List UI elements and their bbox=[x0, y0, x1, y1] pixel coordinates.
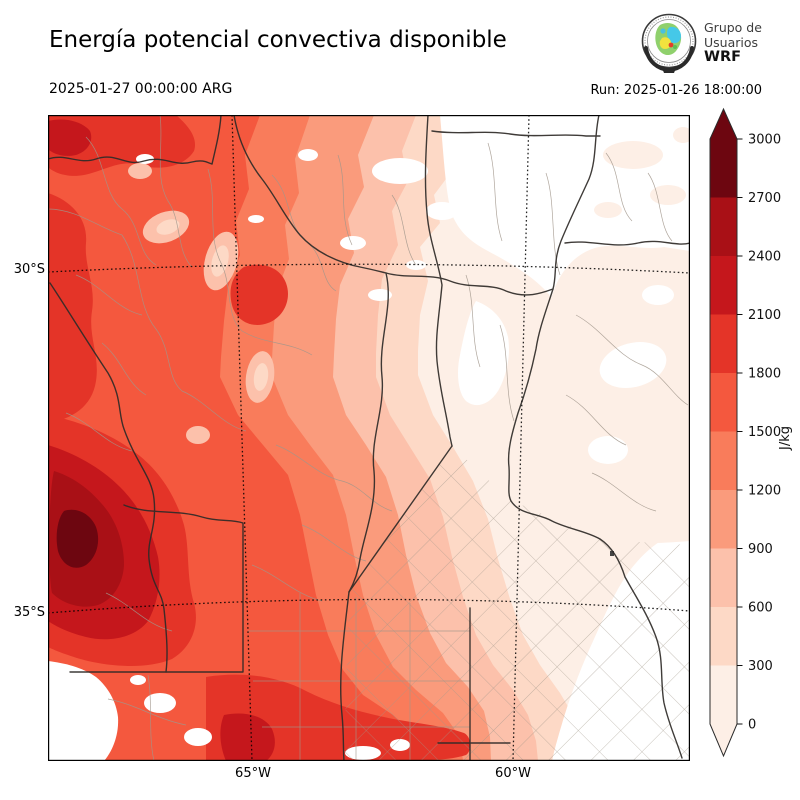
svg-text:2700: 2700 bbox=[748, 191, 781, 206]
wrf-emblem-icon bbox=[641, 13, 697, 73]
cape-pale-northeast bbox=[509, 127, 690, 544]
run-time-label: Run: 2025-01-26 18:00:00 bbox=[590, 83, 762, 98]
logo-line-2: Usuarios bbox=[704, 34, 759, 50]
logo-line-3: WRF bbox=[704, 49, 742, 66]
colorbar: 3000 2700 2400 2100 1800 1500 1200 900 6… bbox=[709, 107, 793, 758]
svg-text:2100: 2100 bbox=[748, 308, 781, 323]
wrf-users-group-logo: Grupo de Usuarios WRF bbox=[640, 11, 770, 75]
gridline-30s bbox=[48, 263, 690, 274]
colorbar-arrow-bottom bbox=[710, 724, 737, 756]
svg-text:1200: 1200 bbox=[748, 484, 781, 499]
colorbar-arrow-top bbox=[710, 109, 737, 139]
svg-text:3000: 3000 bbox=[748, 133, 781, 148]
svg-text:1800: 1800 bbox=[748, 367, 781, 382]
valid-time-label: 2025-01-27 00:00:00 ARG bbox=[49, 81, 233, 97]
gridline-60w bbox=[512, 115, 530, 761]
logo-line-1: Grupo de bbox=[704, 20, 762, 36]
colorbar-segments bbox=[710, 139, 737, 724]
logo-text: Grupo de Usuarios WRF bbox=[704, 21, 762, 65]
cape-map bbox=[48, 115, 690, 761]
page-title: Energía potencial convectiva disponible bbox=[49, 27, 507, 53]
svg-text:300: 300 bbox=[748, 659, 773, 674]
svg-text:600: 600 bbox=[748, 601, 773, 616]
svg-text:900: 900 bbox=[748, 542, 773, 557]
caba-cluster bbox=[610, 551, 614, 556]
lat-tick-35s: 35°S bbox=[13, 605, 45, 620]
cape-lighter-cores bbox=[156, 219, 269, 391]
svg-text:0: 0 bbox=[748, 718, 756, 733]
map-frame bbox=[48, 115, 690, 761]
colorbar-tick-labels: 3000 2700 2400 2100 1800 1500 1200 900 6… bbox=[748, 133, 781, 733]
lon-tick-60w: 60°W bbox=[495, 766, 531, 781]
graticule bbox=[48, 115, 690, 761]
svg-text:2400: 2400 bbox=[748, 250, 781, 265]
svg-text:1500: 1500 bbox=[748, 425, 781, 440]
province-boundaries bbox=[48, 115, 690, 761]
colorbar-ticks bbox=[737, 138, 743, 725]
gridline-65w bbox=[231, 115, 253, 761]
cape-band-2700-3000 bbox=[56, 509, 99, 568]
lon-tick-65w: 65°W bbox=[235, 766, 271, 781]
cape-zero-entre-rios bbox=[588, 285, 674, 464]
colorbar-unit-label: J/kg bbox=[778, 426, 793, 451]
lat-tick-30s: 30°S bbox=[13, 262, 45, 277]
